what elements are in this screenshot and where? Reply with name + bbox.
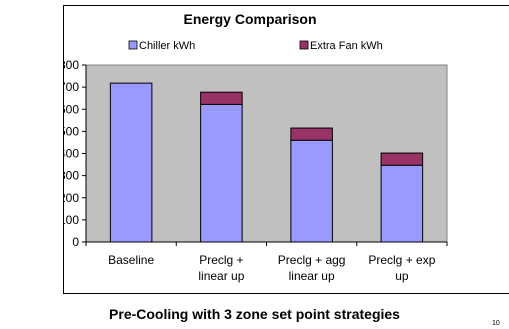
bar-chiller-1 [200,103,243,243]
bar-chiller-0 [109,82,153,243]
x-tick-label: linear up [289,269,335,283]
chart-frame: Energy Comparison Chiller kWh Extra Fan kW… [63,5,509,294]
legend-label-1: Extra Fan kWh [310,40,383,52]
y-tick-label: 0 [72,235,79,249]
x-tick-label: Preclg + exp [368,253,435,267]
y-tick-label: 700 [64,80,79,94]
bar-chiller-2 [290,139,333,243]
chart-title: Energy Comparison [183,11,316,27]
y-tick-label: 200 [64,191,79,205]
bar-extra-fan-1 [200,91,243,105]
bar-extra-fan-2 [290,127,333,141]
x-tick-label: Preclg + [199,253,243,267]
y-tick-label: 400 [64,147,79,161]
y-tick-label: 600 [64,102,79,116]
slide-caption: Pre-Cooling with 3 zone set point strate… [109,306,400,322]
y-tick-label: 300 [64,169,79,183]
x-tick-label: linear up [198,269,244,283]
energy-comparison-chart: Energy Comparison Chiller kWh Extra Fan kW… [64,11,448,283]
legend-swatch-1 [299,40,309,50]
y-tick-label: 100 [64,213,79,227]
x-tick-label: Baseline [108,253,154,267]
bar-extra-fan-3 [380,152,424,166]
bar-chiller-3 [380,164,424,243]
legend-label-0: Chiller kWh [139,40,195,52]
x-tick-label: up [395,269,409,283]
legend-swatch-0 [128,40,138,50]
page-number: 10 [492,320,500,327]
y-tick-label: 800 [64,58,79,72]
x-tick-label: Preclg + agg [278,253,346,267]
y-tick-label: 500 [64,124,79,138]
